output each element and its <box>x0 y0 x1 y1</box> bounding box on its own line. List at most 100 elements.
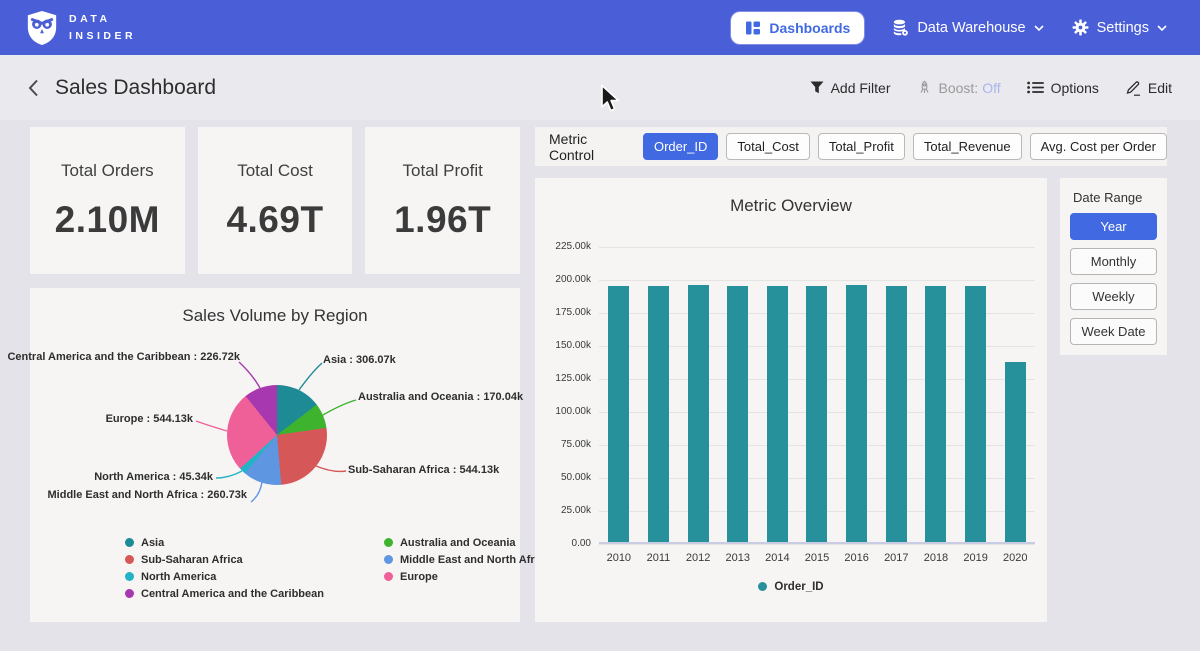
pie-slice-label: Australia and Oceania : 170.04k <box>358 391 523 403</box>
dashboards-button[interactable]: Dashboards <box>731 12 864 44</box>
date-range-panel: Date Range YearMonthlyWeeklyWeek Date <box>1060 178 1167 355</box>
bar-2012[interactable] <box>688 285 709 542</box>
brand-name: DATA INSIDER <box>69 11 136 44</box>
pie-chart-area: Asia : 306.07k Australia and Oceania : 17… <box>30 330 520 540</box>
dashboards-icon <box>745 20 761 36</box>
top-nav-bar: DATA INSIDER Dashboards <box>0 0 1200 55</box>
bar-2010[interactable] <box>608 286 629 542</box>
metric-control-label: Metric Control <box>549 131 629 163</box>
gridline <box>599 544 1035 545</box>
bar-2020[interactable] <box>1005 362 1026 542</box>
brand-logo[interactable]: DATA INSIDER <box>25 10 136 46</box>
boost-value: Off <box>982 80 1000 96</box>
pie-slice-label: Europe : 544.13k <box>106 413 193 425</box>
boost-toggle[interactable]: Boost: Off <box>917 80 1001 96</box>
pie-legend-item: Australia and Oceania <box>384 534 550 551</box>
list-icon <box>1027 81 1044 94</box>
pie-chart[interactable] <box>227 385 327 485</box>
pie-legend-item: Middle East and North Africa <box>384 551 550 568</box>
pie-slice-label: Asia : 306.07k <box>323 354 396 366</box>
pie-chart-title: Sales Volume by Region <box>30 288 520 326</box>
metric-control-buttons: Order_ID Total_Cost Total_Profit Total_Reve… <box>643 133 1167 160</box>
options-label: Options <box>1051 80 1099 96</box>
x-axis-tick: 2011 <box>639 552 679 564</box>
metric-button-total-revenue[interactable]: Total_Revenue <box>913 133 1022 160</box>
bar-2013[interactable] <box>727 286 748 542</box>
bar-2011[interactable] <box>648 286 669 542</box>
kpi-label: Total Orders <box>61 161 154 181</box>
page-header: Sales Dashboard Add Filter Boost: Off Op <box>0 55 1200 120</box>
kpi-card-total-cost: Total Cost 4.69T <box>198 127 353 274</box>
pie-legend: AsiaSub-Saharan AfricaNorth AmericaCentr… <box>125 534 550 602</box>
bar-chart-title: Metric Overview <box>535 178 1047 216</box>
pie-legend-item: Europe <box>384 568 550 585</box>
kpi-row: Total Orders 2.10M Total Cost 4.69T Tota… <box>30 127 520 274</box>
y-axis-tick: 50.00k <box>561 472 591 483</box>
chevron-down-icon <box>1157 25 1167 31</box>
data-warehouse-menu[interactable]: Data Warehouse <box>892 19 1043 36</box>
date-range-button-weekly[interactable]: Weekly <box>1070 283 1157 310</box>
metric-button-avg-cost-per-order[interactable]: Avg. Cost per Order <box>1030 133 1167 160</box>
date-range-button-monthly[interactable]: Monthly <box>1070 248 1157 275</box>
bar-ylabels: 225.00k200.00k175.00k150.00k125.00k100.0… <box>535 247 591 544</box>
x-axis-tick: 2016 <box>837 552 877 564</box>
pie-legend-item: North America <box>125 568 324 585</box>
date-range-button-week-date[interactable]: Week Date <box>1070 318 1157 345</box>
bar-chart-card: Metric Overview 225.00k200.00k175.00k150… <box>535 178 1047 622</box>
pie-slice-label: Sub-Saharan Africa : 544.13k <box>348 464 499 476</box>
owl-logo-icon <box>25 10 59 46</box>
boost-label: Boost: <box>939 80 979 96</box>
metric-button-order-id[interactable]: Order_ID <box>643 133 718 160</box>
bar-2016[interactable] <box>846 285 867 542</box>
pie-chart-card: Sales Volume by Region Asia : 306.07k Aus… <box>30 288 520 622</box>
bar-2014[interactable] <box>767 286 788 542</box>
pie-legend-item: Asia <box>125 534 324 551</box>
metric-control-strip: Metric Control Order_ID Total_Cost Total_P… <box>535 127 1167 166</box>
metric-button-total-cost[interactable]: Total_Cost <box>726 133 809 160</box>
add-filter-label: Add Filter <box>831 80 891 96</box>
kpi-label: Total Profit <box>403 161 483 181</box>
y-axis-tick: 225.00k <box>555 241 591 252</box>
bar-2018[interactable] <box>925 286 946 542</box>
pie-legend-item: Sub-Saharan Africa <box>125 551 324 568</box>
edit-button[interactable]: Edit <box>1125 80 1172 96</box>
pie-slice-label: North America : 45.34k <box>94 471 213 483</box>
pie-slice-label: Middle East and North Africa : 260.73k <box>48 489 247 501</box>
options-button[interactable]: Options <box>1027 80 1099 96</box>
x-axis-tick: 2010 <box>599 552 639 564</box>
y-axis-tick: 125.00k <box>555 373 591 384</box>
metric-button-total-profit[interactable]: Total_Profit <box>818 133 905 160</box>
edit-label: Edit <box>1148 80 1172 96</box>
bar-2017[interactable] <box>886 286 907 542</box>
bar-plot-area <box>599 247 1035 544</box>
bar-legend-item: Order_ID <box>758 578 823 595</box>
kpi-card-total-orders: Total Orders 2.10M <box>30 127 185 274</box>
y-axis-tick: 175.00k <box>555 307 591 318</box>
x-axis-tick: 2012 <box>678 552 718 564</box>
gear-icon <box>1072 19 1089 36</box>
x-axis-tick: 2018 <box>916 552 956 564</box>
back-button[interactable] <box>28 79 39 97</box>
settings-menu[interactable]: Settings <box>1072 19 1167 36</box>
rocket-icon <box>917 80 932 95</box>
x-axis-tick: 2015 <box>797 552 837 564</box>
kpi-card-total-profit: Total Profit 1.96T <box>365 127 520 274</box>
x-axis-tick: 2019 <box>956 552 996 564</box>
y-axis-tick: 200.00k <box>555 274 591 285</box>
dashboards-label: Dashboards <box>769 20 850 36</box>
date-range-button-year[interactable]: Year <box>1070 213 1157 240</box>
bar-2015[interactable] <box>806 286 827 542</box>
kpi-label: Total Cost <box>237 161 313 181</box>
database-icon <box>892 19 909 36</box>
add-filter-button[interactable]: Add Filter <box>810 80 891 96</box>
y-axis-tick: 25.00k <box>561 505 591 516</box>
pie-slice-label: Central America and the Caribbean : 226.… <box>7 351 240 363</box>
x-axis-tick: 2014 <box>758 552 798 564</box>
chevron-down-icon <box>1034 25 1044 31</box>
x-axis-tick: 2013 <box>718 552 758 564</box>
bar-legend: Order_ID <box>535 578 1047 595</box>
bar-xlabels: 2010201120122013201420152016201720182019… <box>599 552 1035 564</box>
kpi-value: 4.69T <box>226 199 323 241</box>
date-range-buttons: Year Monthly Weekly Week Date <box>1070 213 1157 345</box>
bar-2019[interactable] <box>965 286 986 542</box>
